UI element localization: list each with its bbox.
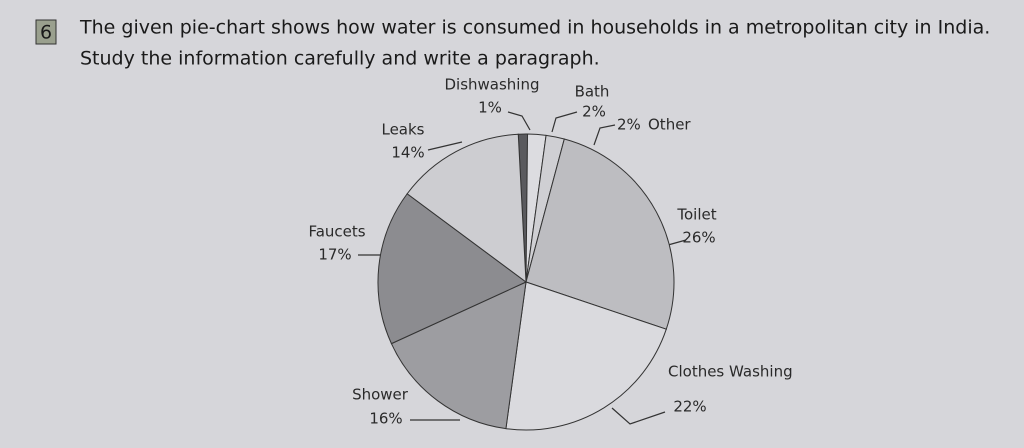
slice-label: Toilet [676, 206, 716, 224]
pie-slice [390, 281, 527, 430]
leader-line [427, 141, 463, 151]
slice-label: Clothes Washing [668, 363, 793, 381]
slice-value-label: 16% [369, 410, 402, 428]
pie-slice [406, 133, 527, 284]
pie-slice [525, 138, 675, 330]
leader-line [667, 239, 687, 246]
slice-value-label: 17% [318, 246, 351, 264]
leader-line [593, 124, 616, 146]
slice-label: Faucets [308, 223, 365, 241]
slice-value-label: 1% [478, 99, 502, 117]
question-line: Study the information carefully and writ… [80, 48, 600, 70]
slice-label: Leaks [381, 121, 424, 139]
slice-label: Shower [352, 386, 409, 404]
slice-value-label: 14% [391, 144, 424, 162]
question-line: The given pie-chart shows how water is c… [79, 17, 990, 39]
question-number-box [35, 19, 57, 45]
leader-line [507, 111, 531, 131]
slice-value-label: 2% [582, 103, 606, 121]
slice-label: Other [648, 116, 691, 134]
question-number: 6 [40, 22, 52, 44]
slice-value-label: 26% [682, 229, 715, 247]
leader-line [611, 407, 666, 425]
pie-slice [377, 193, 527, 345]
pie-slice [505, 281, 667, 431]
slice-label: Bath [575, 83, 610, 101]
slice-label: Dishwashing [444, 76, 539, 94]
slice-value-label: 2% [617, 116, 641, 134]
slice-value-label: 22% [673, 398, 706, 416]
leader-line [551, 111, 578, 133]
